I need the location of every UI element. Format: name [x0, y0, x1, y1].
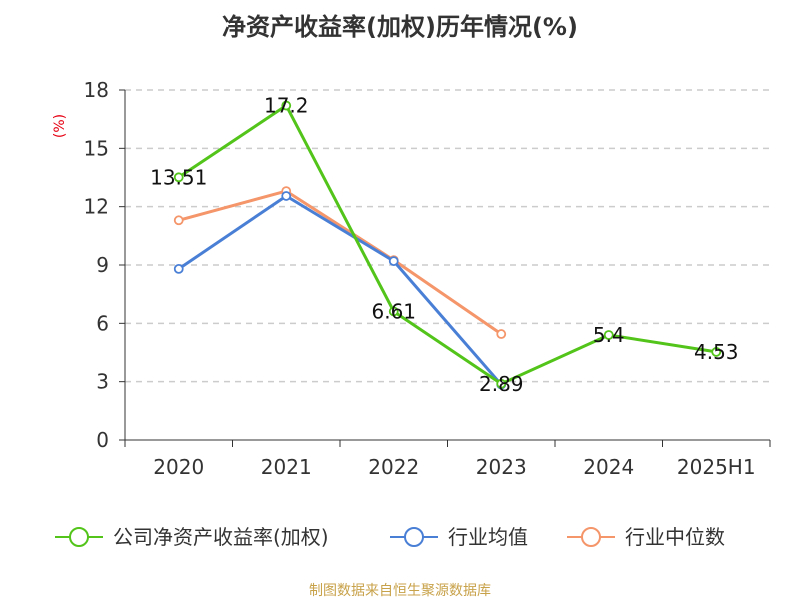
grid-lines [125, 89, 770, 383]
data-point [281, 191, 292, 201]
data-point [281, 100, 292, 111]
axes: 0 3 6 9 12 15 18 2020 2021 2022 2023 2024 2025H1 [84, 78, 771, 479]
data-label: 5.4 [593, 323, 625, 347]
y-tick-label: 3 [96, 370, 109, 394]
data-point [711, 347, 722, 357]
y-tick-label: 6 [96, 311, 109, 335]
data-point [173, 215, 184, 226]
legend-swatch-marker [69, 527, 89, 547]
x-tick-label: 2023 [476, 455, 527, 479]
legend-item[interactable]: 公司净资产收益率(加权) [55, 525, 329, 549]
data-source-note: 制图数据来自恒生聚源数据库 [309, 583, 491, 599]
y-tick-label: 15 [84, 136, 109, 160]
legend-label: 行业均值 [448, 525, 528, 549]
y-tick-label: 0 [96, 428, 109, 452]
data-labels: 13.51 17.2 6.61 2.89 5.4 4.53 [150, 94, 738, 396]
data-point [173, 172, 184, 183]
x-tick-label: 2022 [368, 455, 419, 479]
series-lines [173, 100, 722, 390]
x-tick-label: 2025H1 [677, 455, 756, 479]
series-line [177, 104, 717, 386]
data-point [496, 378, 507, 389]
data-point [388, 256, 399, 267]
series-line [178, 189, 503, 336]
legend-item[interactable]: 行业中位数 [567, 525, 725, 549]
legend-label: 行业中位数 [625, 525, 725, 549]
legend-swatch-marker [581, 527, 601, 547]
chart-title: 净资产收益率(加权)历年情况(%) [222, 13, 578, 41]
data-point [388, 306, 399, 317]
legend[interactable]: 公司净资产收益率(加权) 行业均值 行业中位数 [55, 525, 725, 549]
data-point [173, 263, 184, 274]
legend-label: 公司净资产收益率(加权) [113, 525, 329, 549]
x-tick-label: 2020 [153, 455, 204, 479]
y-tick-label: 12 [84, 195, 109, 219]
data-label: 17.2 [264, 94, 309, 118]
legend-swatch-marker [404, 527, 424, 547]
legend-item[interactable]: 行业均值 [390, 525, 528, 549]
y-tick-label: 9 [96, 253, 109, 277]
data-point [496, 329, 507, 339]
series-line [177, 194, 503, 386]
data-label: 13.51 [150, 165, 207, 189]
data-label: 4.53 [694, 340, 739, 364]
data-point [603, 330, 614, 340]
y-tick-label: 18 [84, 78, 109, 102]
x-tick-label: 2024 [583, 455, 634, 479]
y-axis-unit-label: (%) [52, 114, 68, 138]
data-label: 2.89 [479, 372, 524, 396]
data-label: 6.61 [371, 299, 416, 323]
x-tick-label: 2021 [261, 455, 312, 479]
